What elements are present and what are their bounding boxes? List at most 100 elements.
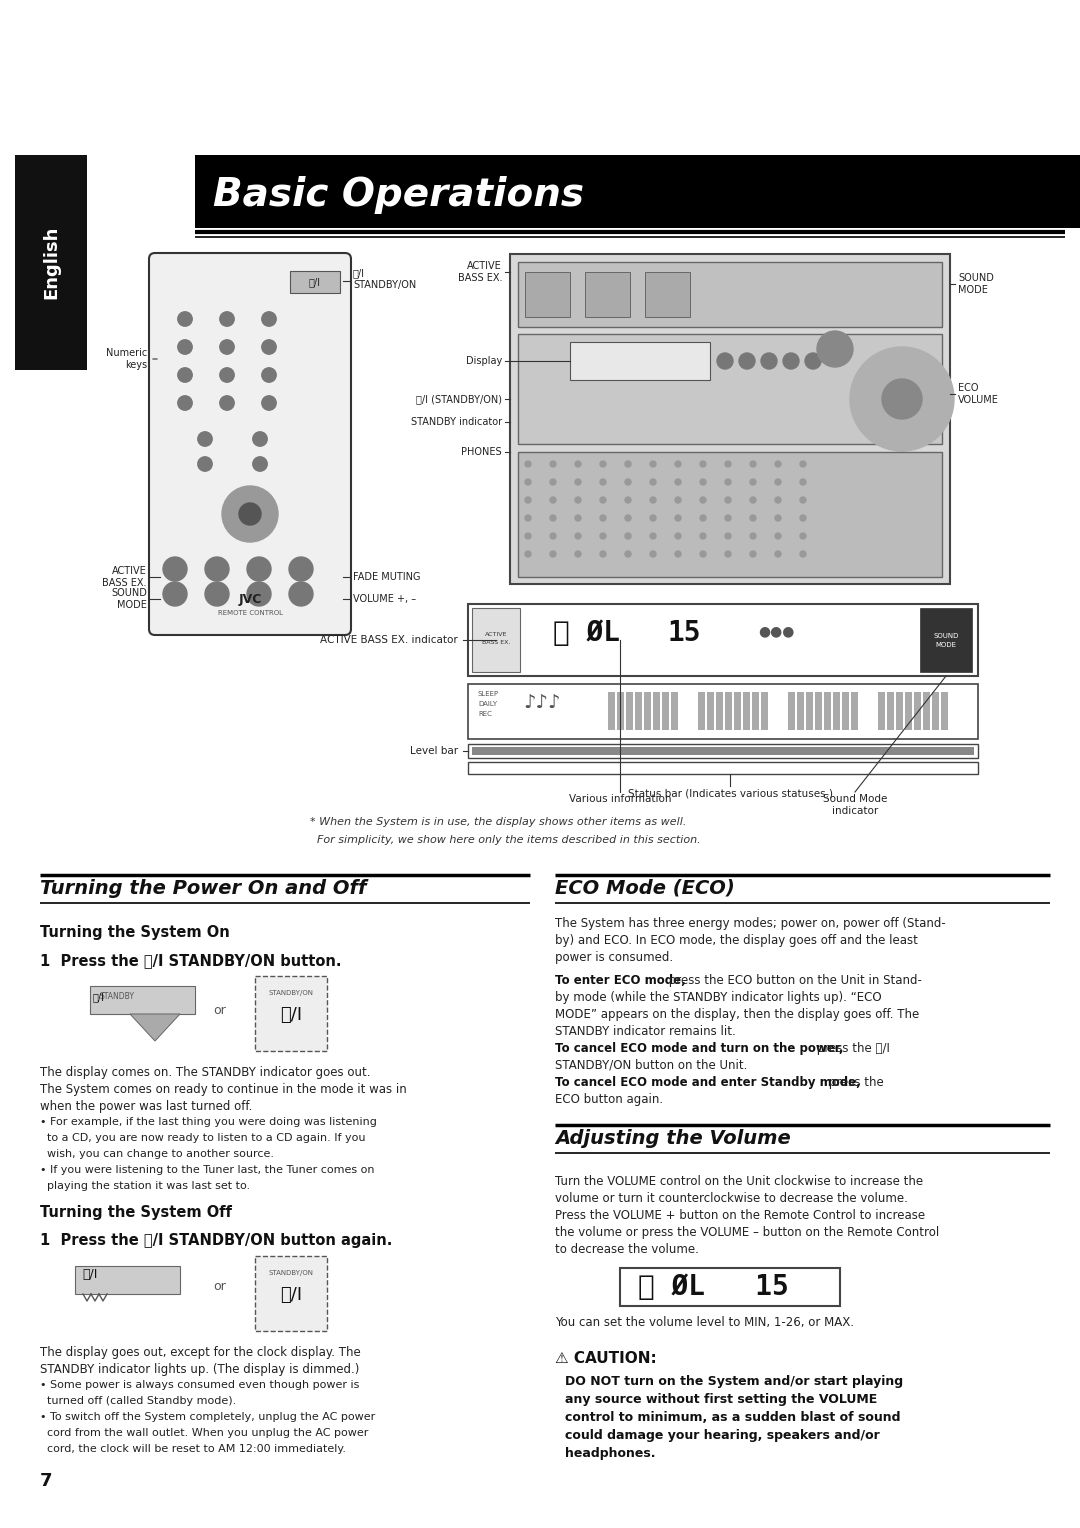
- Circle shape: [775, 478, 781, 484]
- Circle shape: [775, 497, 781, 503]
- Bar: [833, 692, 840, 730]
- Text: turned off (called Standby mode).: turned off (called Standby mode).: [40, 1397, 237, 1406]
- Circle shape: [550, 515, 556, 521]
- Text: playing the station it was last set to.: playing the station it was last set to.: [40, 1181, 251, 1190]
- Circle shape: [575, 497, 581, 503]
- Circle shape: [650, 533, 656, 539]
- Text: Turning the Power On and Off: Turning the Power On and Off: [40, 879, 366, 898]
- Text: to a CD, you are now ready to listen to a CD again. If you: to a CD, you are now ready to listen to …: [40, 1132, 365, 1143]
- Bar: [671, 692, 678, 730]
- Text: volume or turn it counterclockwise to decrease the volume.: volume or turn it counterclockwise to de…: [555, 1192, 908, 1206]
- Circle shape: [800, 478, 806, 484]
- Text: STANDBY: STANDBY: [100, 992, 135, 1001]
- Text: Turn the VOLUME control on the Unit clockwise to increase the: Turn the VOLUME control on the Unit cloc…: [555, 1175, 923, 1187]
- Bar: [617, 692, 624, 730]
- Circle shape: [239, 503, 261, 526]
- Circle shape: [525, 515, 531, 521]
- Circle shape: [261, 312, 276, 325]
- Circle shape: [700, 533, 706, 539]
- Circle shape: [575, 552, 581, 558]
- Text: ⏍/I: ⏍/I: [309, 277, 321, 287]
- Text: SLEEP: SLEEP: [478, 691, 499, 697]
- Text: The display comes on. The STANDBY indicator goes out.: The display comes on. The STANDBY indica…: [40, 1067, 370, 1079]
- Circle shape: [800, 552, 806, 558]
- Text: • To switch off the System completely, unplug the AC power: • To switch off the System completely, u…: [40, 1412, 375, 1423]
- Circle shape: [600, 552, 606, 558]
- Bar: [761, 692, 768, 730]
- Text: by) and ECO. In ECO mode, the display goes off and the least: by) and ECO. In ECO mode, the display go…: [555, 934, 918, 947]
- Text: control to minimum, as a sudden blast of sound: control to minimum, as a sudden blast of…: [565, 1410, 901, 1424]
- Circle shape: [525, 552, 531, 558]
- Circle shape: [575, 515, 581, 521]
- Bar: [645, 272, 690, 316]
- FancyBboxPatch shape: [149, 254, 351, 636]
- Bar: [468, 744, 978, 758]
- Text: Ⅰ ØL   15: Ⅰ ØL 15: [638, 1273, 788, 1300]
- Circle shape: [625, 515, 631, 521]
- Bar: [896, 692, 903, 730]
- Text: BASS EX.: BASS EX.: [482, 640, 510, 645]
- Circle shape: [800, 497, 806, 503]
- Text: cord, the clock will be reset to AM 12:00 immediately.: cord, the clock will be reset to AM 12:0…: [40, 1444, 346, 1455]
- Bar: [734, 692, 741, 730]
- Circle shape: [253, 432, 267, 446]
- Text: ⏍/I
STANDBY/ON: ⏍/I STANDBY/ON: [353, 269, 416, 290]
- Text: ACTIVE BASS EX. indicator: ACTIVE BASS EX. indicator: [321, 636, 458, 645]
- Circle shape: [550, 497, 556, 503]
- Text: ⏍/I (STANDBY/ON): ⏍/I (STANDBY/ON): [416, 394, 502, 403]
- Circle shape: [178, 396, 192, 410]
- Circle shape: [725, 515, 731, 521]
- Circle shape: [198, 457, 212, 471]
- Text: • For example, if the last thing you were doing was listening: • For example, if the last thing you wer…: [40, 1117, 377, 1128]
- Circle shape: [220, 312, 234, 325]
- Circle shape: [650, 497, 656, 503]
- Text: STANDBY indicator remains lit.: STANDBY indicator remains lit.: [555, 1025, 735, 1038]
- Circle shape: [198, 432, 212, 446]
- Bar: [472, 608, 519, 672]
- Text: ECO Mode (ECO): ECO Mode (ECO): [555, 879, 734, 898]
- Text: FADE MUTING: FADE MUTING: [353, 571, 420, 582]
- Text: ACTIVE
BASS EX.: ACTIVE BASS EX.: [458, 261, 502, 283]
- Bar: [725, 692, 732, 730]
- Text: Numeric
keys: Numeric keys: [106, 348, 147, 370]
- Circle shape: [750, 533, 756, 539]
- Circle shape: [247, 558, 271, 581]
- Text: REC: REC: [478, 711, 491, 717]
- Circle shape: [178, 368, 192, 382]
- Text: Display: Display: [465, 356, 502, 367]
- Circle shape: [163, 582, 187, 607]
- Text: press the ECO button on the Unit in Stand-: press the ECO button on the Unit in Stan…: [665, 973, 922, 987]
- Text: Press the VOLUME + button on the Remote Control to increase: Press the VOLUME + button on the Remote …: [555, 1209, 926, 1222]
- Circle shape: [700, 497, 706, 503]
- Text: to decrease the volume.: to decrease the volume.: [555, 1242, 699, 1256]
- Circle shape: [550, 461, 556, 468]
- Bar: [707, 692, 714, 730]
- Text: ●●●: ●●●: [758, 625, 795, 639]
- Bar: [75, 1267, 180, 1294]
- Text: You can set the volume level to MIN, 1-26, or MAX.: You can set the volume level to MIN, 1-2…: [555, 1316, 854, 1329]
- Circle shape: [625, 497, 631, 503]
- Text: ⏍/I: ⏍/I: [280, 1287, 302, 1303]
- Text: headphones.: headphones.: [565, 1447, 656, 1459]
- Circle shape: [650, 461, 656, 468]
- Text: MODE: MODE: [935, 642, 957, 648]
- Text: Basic Operations: Basic Operations: [213, 176, 584, 214]
- Circle shape: [600, 497, 606, 503]
- Bar: [255, 1256, 327, 1331]
- Circle shape: [675, 497, 681, 503]
- Circle shape: [222, 486, 278, 542]
- Text: • If you were listening to the Tuner last, the Tuner comes on: • If you were listening to the Tuner las…: [40, 1164, 375, 1175]
- Bar: [887, 692, 894, 730]
- Circle shape: [675, 533, 681, 539]
- Bar: [923, 692, 930, 730]
- Circle shape: [750, 478, 756, 484]
- Text: ACTIVE: ACTIVE: [485, 631, 508, 637]
- Text: could damage your hearing, speakers and/or: could damage your hearing, speakers and/…: [565, 1429, 880, 1442]
- Polygon shape: [130, 1015, 180, 1041]
- Bar: [920, 608, 972, 672]
- Text: DO NOT turn on the System and/or start playing: DO NOT turn on the System and/or start p…: [565, 1375, 903, 1387]
- Text: VOLUME +, –: VOLUME +, –: [353, 594, 416, 604]
- Circle shape: [205, 558, 229, 581]
- Bar: [797, 692, 804, 730]
- Text: To cancel ECO mode and enter Standby mode,: To cancel ECO mode and enter Standby mod…: [555, 1076, 861, 1089]
